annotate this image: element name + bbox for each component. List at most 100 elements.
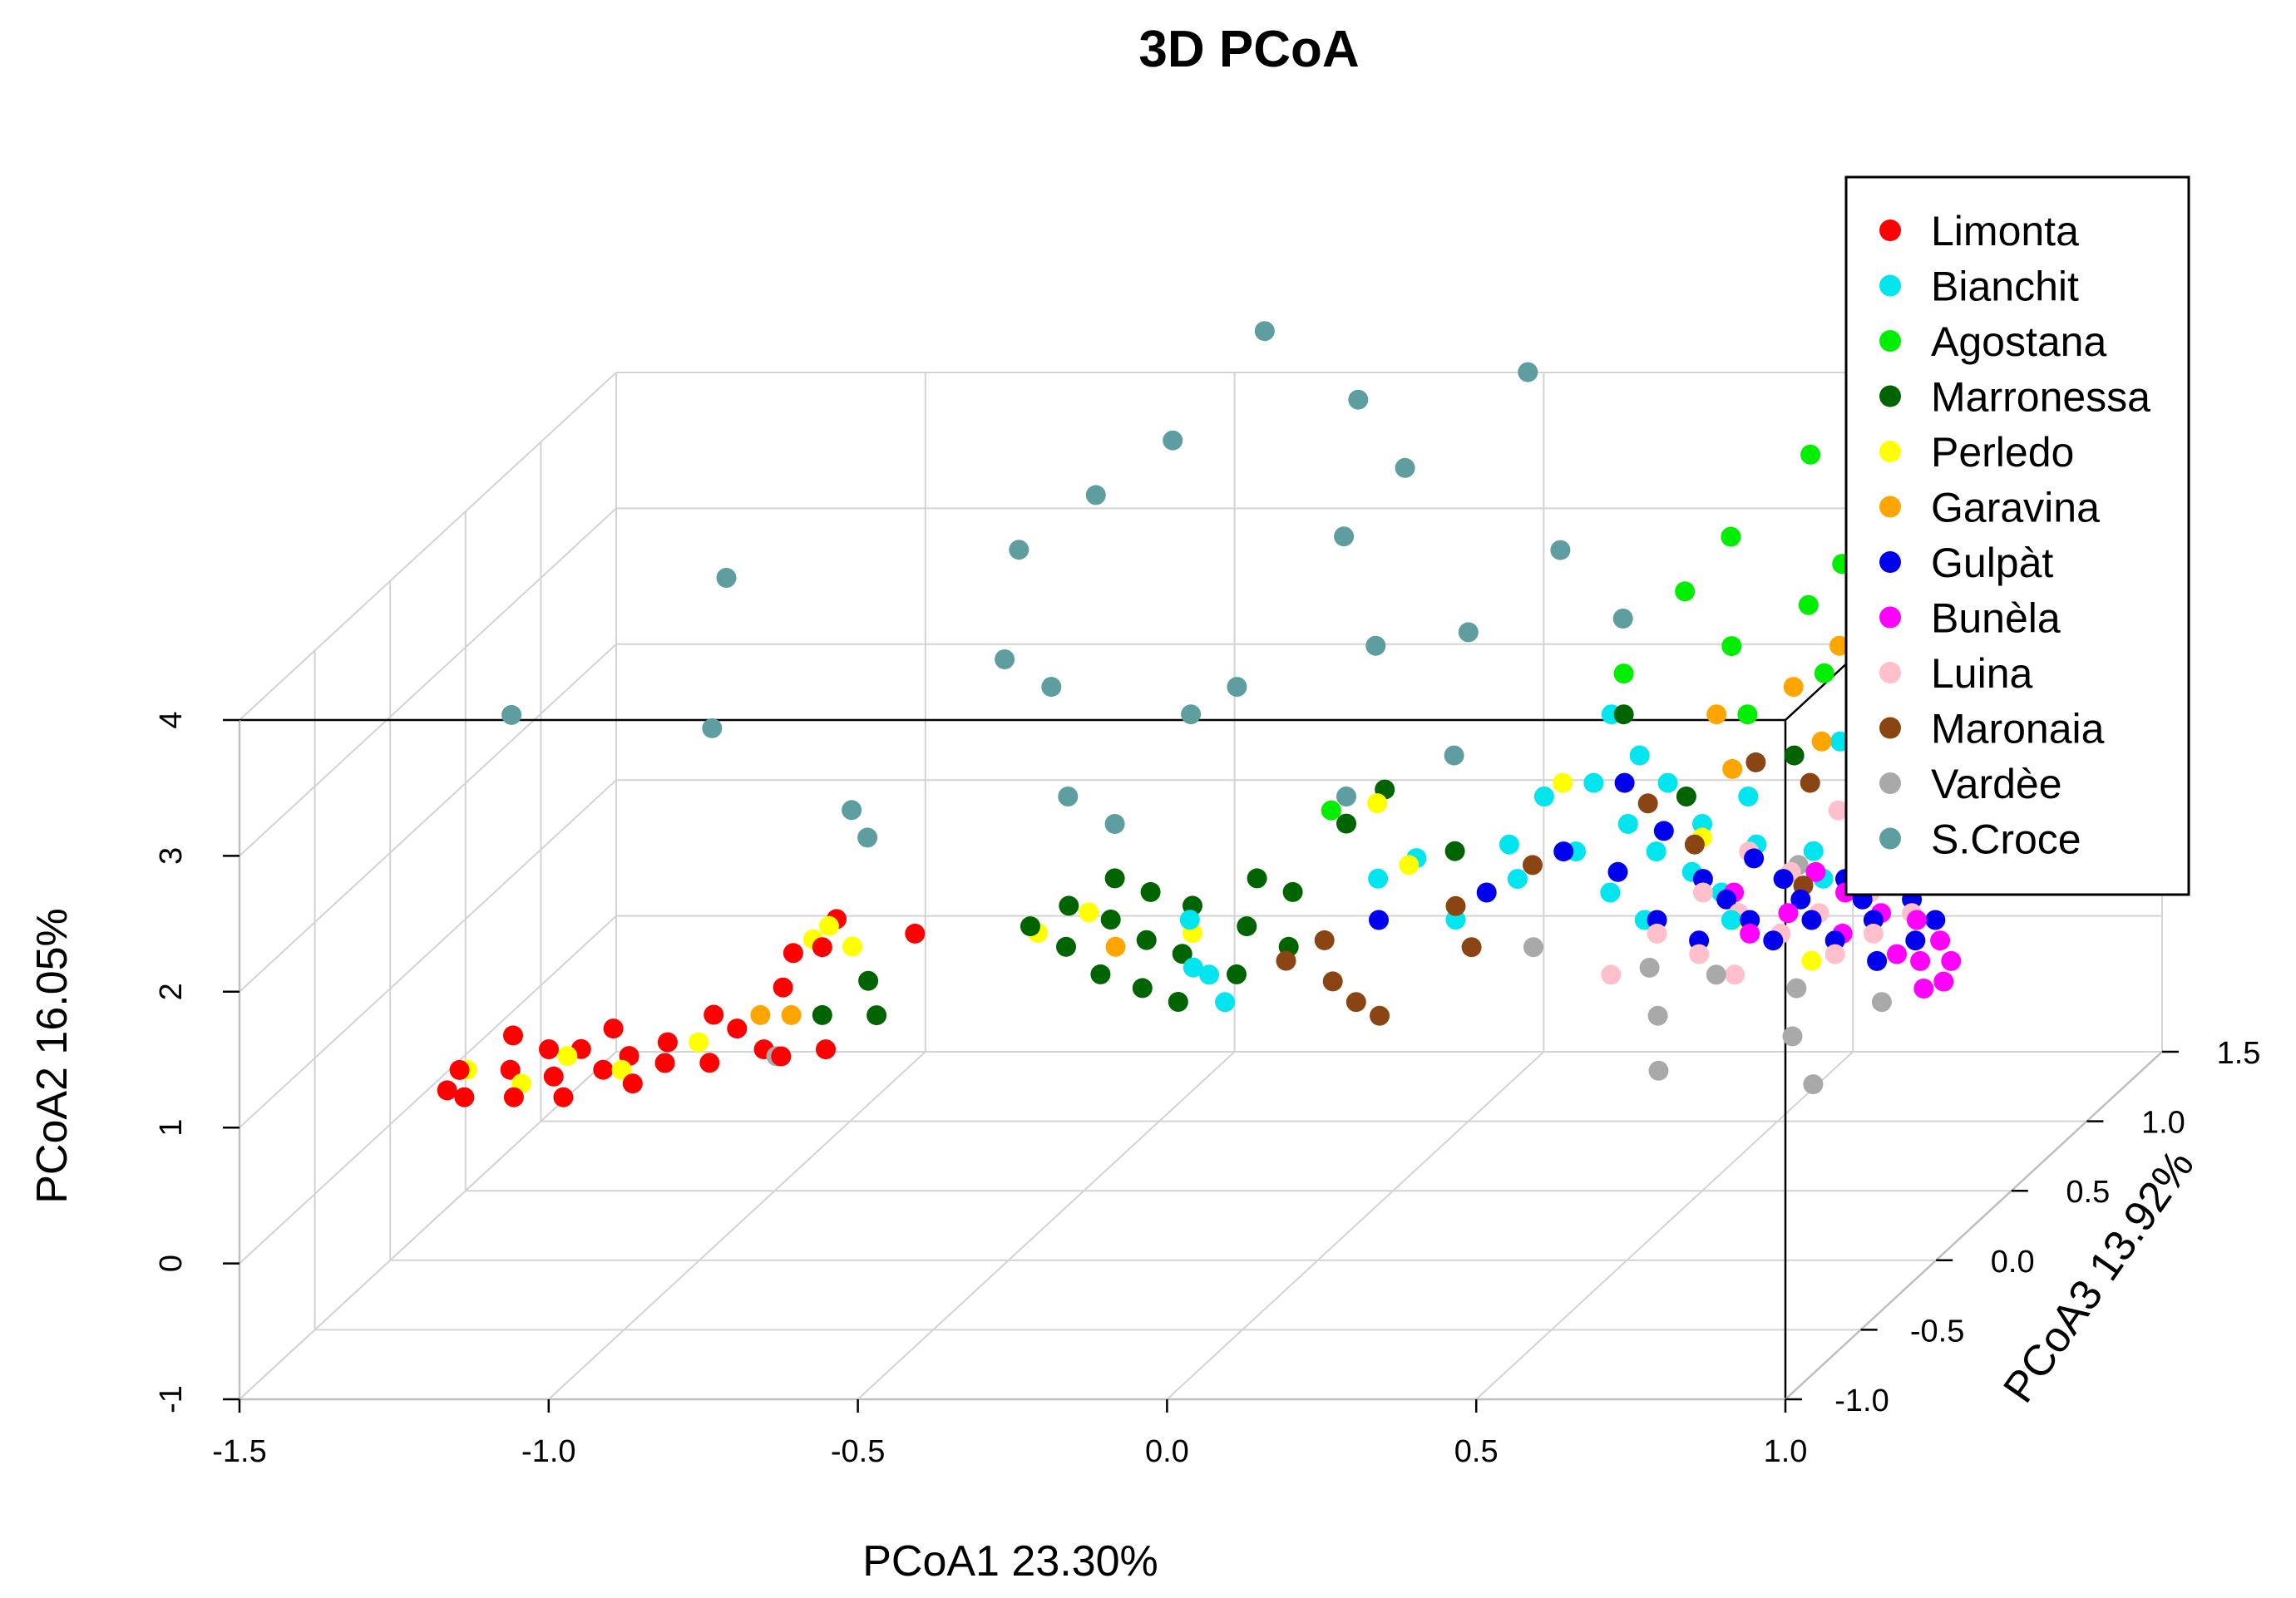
x-axis-label: PCoA1 23.30% [862,1537,1158,1586]
point-s-croce [1365,635,1386,656]
point-gulp-t [1773,869,1794,890]
z-tick-label: 0.0 [1991,1245,2035,1280]
point-agostana [1675,581,1696,602]
point-gulp-t [1689,930,1710,951]
left-grid-line [239,372,617,721]
point-limonta [539,1039,559,1059]
point-garavina [1105,936,1126,957]
point-bianchit [1803,841,1824,861]
point-s-croce [1348,389,1369,410]
point-luina [1692,882,1713,903]
floor-grid-line [857,1051,1236,1400]
point-limonta [437,1080,457,1101]
point-s-croce [1458,622,1479,643]
point-maronaia [1346,992,1366,1013]
left-grid-line [239,779,617,1128]
y-tick-label: 0 [154,1255,189,1272]
legend-label: Limonta [1931,208,2079,254]
point-luina [1647,923,1667,944]
point-s-croce [1181,704,1202,725]
legend-box [1844,175,2190,896]
x-tick-label: 0.0 [1145,1434,1189,1469]
point-s-croce [1009,540,1029,560]
point-bun-la [1778,903,1799,924]
point-limonta [603,1018,624,1039]
point-s-croce [1518,362,1538,382]
chart-title: 3D PCoA [1138,21,1359,78]
point-gulp-t [1801,910,1822,930]
point-maronaia [1523,855,1543,875]
left-grid-line [239,644,617,993]
point-s-croce [1085,485,1106,506]
legend-label: Luina [1931,650,2033,697]
legend-label: Perledo [1931,429,2074,476]
point-luina [1689,944,1710,964]
point-maronaia [1370,1005,1390,1026]
point-luina [1824,944,1845,964]
point-gulp-t [1763,930,1784,951]
point-maronaia [1800,772,1820,793]
point-s-croce [1058,787,1079,806]
legend-label: Gulpàt [1931,540,2053,586]
point-vard-e [1639,957,1660,978]
left-grid-line [239,507,617,857]
point-garavina [1722,758,1743,779]
legend-marker [1879,827,1901,850]
point-luina [1828,800,1849,821]
point-bianchit [1629,745,1650,766]
point-s-croce [1336,787,1356,806]
point-garavina [1829,635,1849,656]
legend-marker [1879,496,1901,518]
point-marronessa [1676,787,1696,806]
point-s-croce [1041,677,1062,698]
z-tick-label: 1.0 [2141,1106,2185,1141]
z-axis-line [1785,1051,2163,1400]
point-gulp-t [1744,848,1765,869]
point-agostana [1798,594,1819,615]
point-limonta [553,1087,574,1107]
point-bianchit [1507,869,1528,890]
legend-marker [1879,551,1901,573]
z-tick-label: -0.5 [1910,1314,1964,1349]
point-s-croce [1227,677,1247,698]
point-bianchit [1583,772,1604,793]
point-maronaia [1637,793,1658,814]
point-marronessa [1056,936,1076,957]
point-s-croce [995,649,1015,669]
point-agostana [1721,636,1742,657]
legend-label: Vardèe [1931,761,2062,807]
point-bianchit [1183,957,1203,978]
point-vard-e [1803,1074,1824,1095]
x-tick-label: -1.0 [521,1434,575,1469]
point-bun-la [1805,861,1826,882]
point-limonta [771,1046,792,1067]
legend-label: Maronaia [1931,706,2105,752]
point-gulp-t [1925,910,1946,930]
point-bianchit [1215,992,1236,1013]
point-marronessa [1172,944,1192,964]
point-limonta [500,1059,521,1080]
point-limonta [816,1039,836,1060]
point-agostana [1321,800,1341,821]
left-grid-line [239,1051,617,1400]
x-tick-label: -1.5 [212,1434,266,1469]
point-perledo [1079,902,1099,923]
point-limonta [654,1053,675,1073]
point-vard-e [1523,937,1543,958]
point-bun-la [1941,950,1962,971]
point-maronaia [1684,834,1705,855]
point-maronaia [1461,937,1482,958]
y-tick-label: 2 [154,983,189,1000]
point-gulp-t [1716,889,1737,910]
point-bianchit [1368,868,1389,889]
point-limonta [727,1018,748,1039]
point-gulp-t [1476,882,1497,903]
y-tick-label: -1 [154,1385,189,1413]
point-maronaia [1745,752,1766,772]
legend-label: Bianchit [1931,264,2079,310]
y-axis-label: PCoA2 16.05% [28,908,77,1204]
point-perledo [818,915,839,936]
point-limonta [454,1087,475,1107]
legend-marker [1879,441,1901,462]
